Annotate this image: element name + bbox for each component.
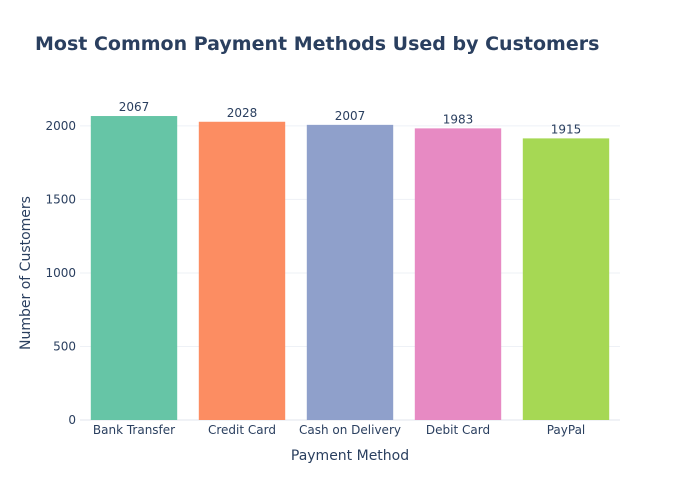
data-label: 2067 (119, 100, 150, 114)
bar (198, 121, 286, 420)
bar (414, 128, 502, 420)
x-tick-label: Credit Card (208, 423, 276, 437)
y-axis-title: Number of Customers (18, 196, 34, 350)
data-labels: 2067 2028 2007 1983 1915 (119, 100, 582, 136)
data-label: 1983 (443, 112, 474, 126)
bar (306, 124, 394, 421)
x-tick-label: PayPal (547, 423, 586, 437)
y-tick-label: 2000 (45, 119, 76, 133)
bars (90, 116, 610, 421)
bar (522, 138, 610, 420)
x-tick-label: Bank Transfer (93, 423, 175, 437)
data-label: 2007 (335, 109, 366, 123)
y-tick-label: 0 (68, 413, 76, 427)
y-tick-label: 1000 (45, 266, 76, 280)
x-axis-title: Payment Method (291, 448, 409, 464)
bar (90, 116, 178, 420)
y-tick-label: 500 (53, 339, 76, 353)
y-tick-label: 1500 (45, 192, 76, 206)
y-axis-ticks: 0 500 1000 1500 2000 (45, 119, 76, 427)
x-tick-label: Debit Card (426, 423, 490, 437)
data-label: 2028 (227, 106, 258, 120)
data-label: 1915 (551, 122, 582, 136)
x-axis-ticks: Bank Transfer Credit Card Cash on Delivery… (93, 423, 585, 437)
chart-title: Most Common Payment Methods Used by Cust… (35, 33, 599, 55)
x-tick-label: Cash on Delivery (299, 423, 401, 437)
